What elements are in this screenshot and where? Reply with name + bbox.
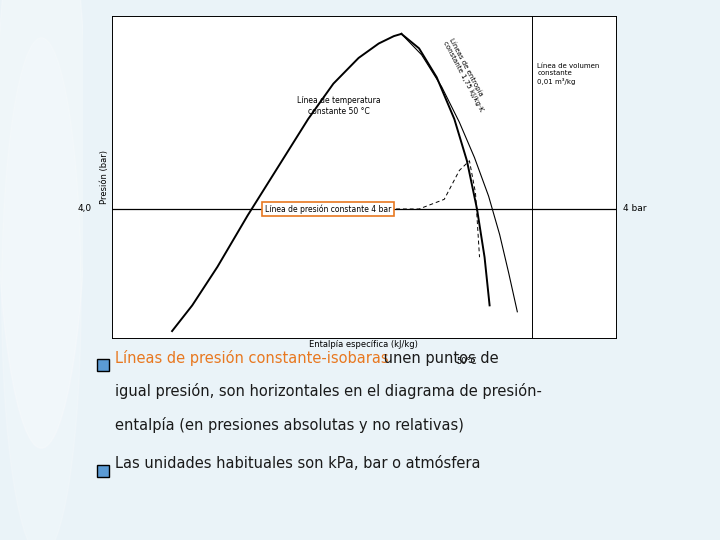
Text: entalpía (en presiones absolutas y no relativas): entalpía (en presiones absolutas y no re…: [115, 416, 464, 433]
Text: igual presión, son horizontales en el diagrama de presión-: igual presión, son horizontales en el di…: [115, 383, 542, 399]
Circle shape: [1, 38, 81, 540]
Text: Línea de temperatura
constante 50 °C: Línea de temperatura constante 50 °C: [297, 97, 380, 116]
Text: 4,0: 4,0: [77, 205, 91, 213]
Text: Las unidades habituales son kPa, bar o atmósfera: Las unidades habituales son kPa, bar o a…: [115, 456, 481, 471]
X-axis label: Entalpía específica (kJ/kg): Entalpía específica (kJ/kg): [309, 340, 418, 349]
Text: unen puntos de: unen puntos de: [379, 350, 499, 366]
Text: 50°C: 50°C: [456, 357, 477, 366]
Text: Línea de presión constante 4 bar: Línea de presión constante 4 bar: [265, 204, 392, 214]
Circle shape: [0, 0, 87, 448]
Text: Líneas de presión constante-isobaras: Líneas de presión constante-isobaras: [115, 349, 389, 366]
Text: Líneas de entropía
constante 1,75 kJ/kg·K: Líneas de entropía constante 1,75 kJ/kg·…: [442, 37, 490, 113]
Text: Línea de volumen
constante
0,01 m³/kg: Línea de volumen constante 0,01 m³/kg: [537, 63, 600, 85]
Text: 4 bar: 4 bar: [624, 205, 647, 213]
Y-axis label: Presión (bar): Presión (bar): [100, 150, 109, 204]
